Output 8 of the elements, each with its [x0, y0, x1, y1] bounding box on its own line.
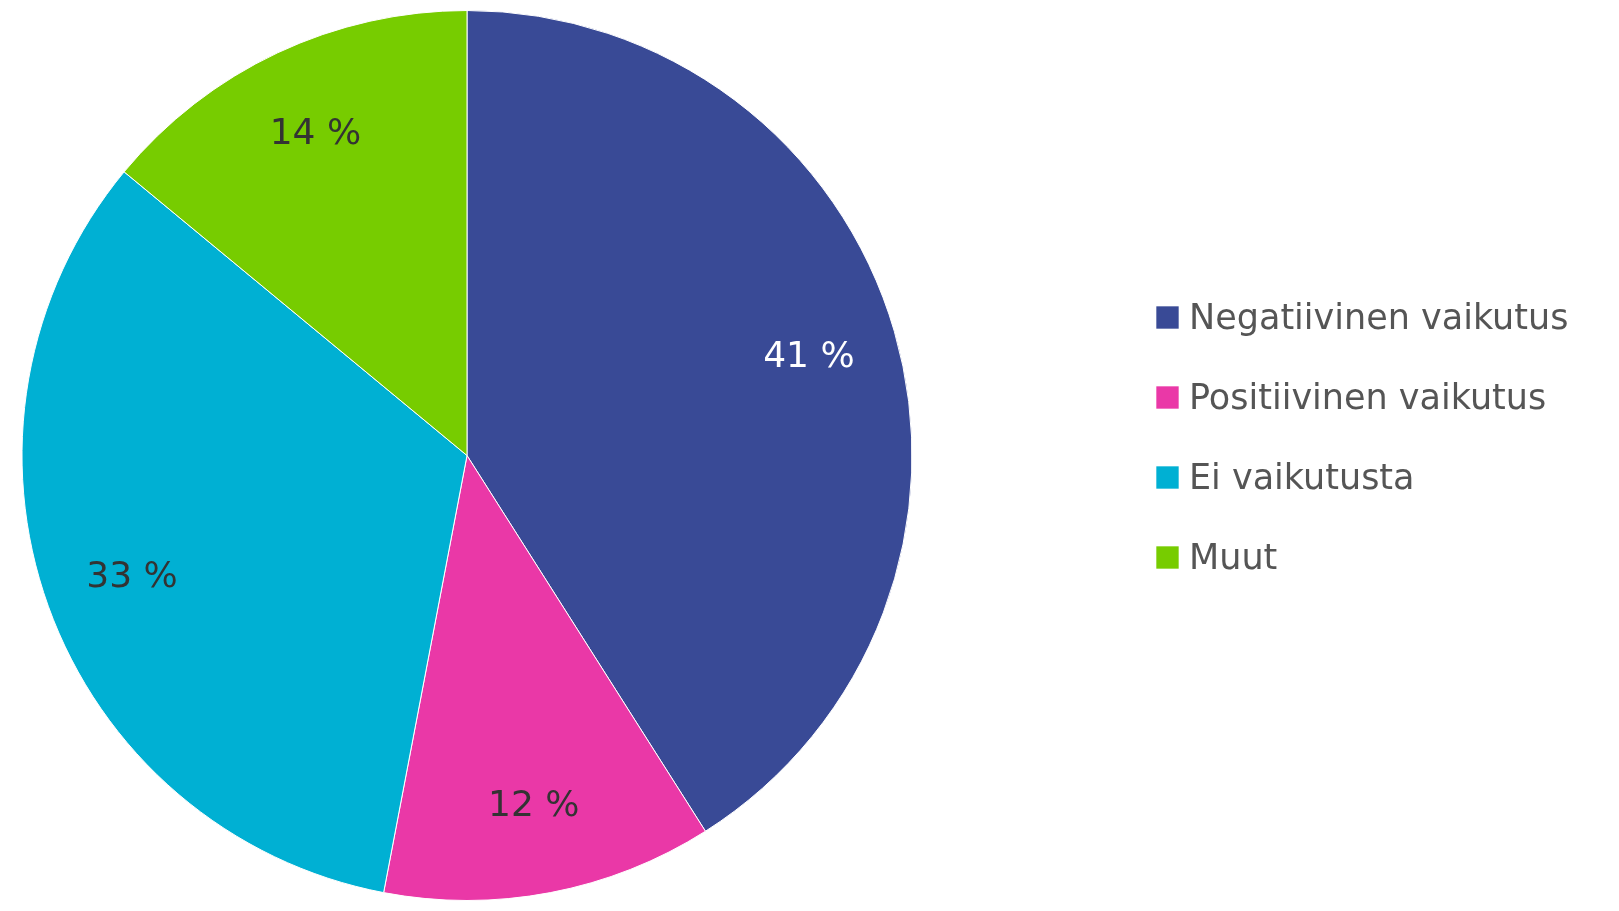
legend-label: Positiivinen vaikutus — [1189, 376, 1547, 417]
data-label: 14 % — [269, 111, 362, 153]
legend-label: Ei vaikutusta — [1189, 456, 1415, 497]
data-label: 41 % — [763, 334, 855, 376]
legend-label: Muut — [1189, 536, 1278, 577]
data-label: 33 % — [86, 554, 178, 596]
legend-label: Negatiivinen vaikutus — [1189, 296, 1569, 337]
data-label: 12 % — [487, 783, 580, 825]
